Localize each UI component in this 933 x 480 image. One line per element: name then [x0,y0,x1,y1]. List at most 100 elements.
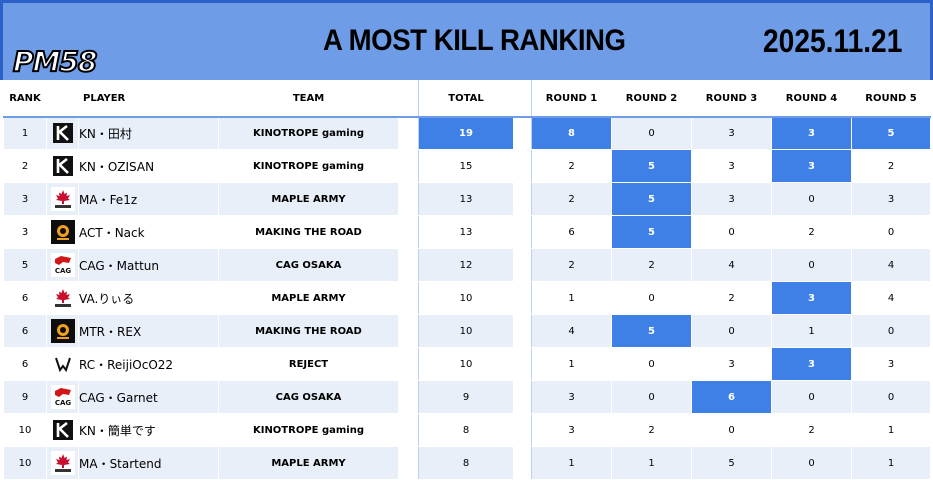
round3-cell: 6 [691,380,772,414]
table-row: 6 MTR・REX MAKING THE ROAD 10 4 5 0 1 0 [3,314,931,348]
team-name: MAPLE ARMY [218,182,399,216]
team-name: CAG OSAKA [218,380,399,414]
team-name: MAKING THE ROAD [218,215,399,249]
round4-cell: 3 [771,149,852,183]
player-name: KN・OZISAN [78,149,219,183]
player-name: VA.りぃる [78,281,219,315]
reject-icon [46,347,79,381]
round3-cell: 3 [691,182,772,216]
total-cell: 8 [418,413,514,447]
total-cell: 15 [418,149,514,183]
kill-ranking-table: RANK PLAYER TEAM TOTAL ROUND 1 ROUND 2 R… [3,80,931,480]
round1-cell: 3 [531,380,612,414]
page-title: A MOST KILL RANKING [323,24,626,57]
total-cell: 12 [418,248,514,282]
kinotrope-icon [46,149,79,183]
round3-cell: 0 [691,215,772,249]
column-separator [513,380,532,414]
total-cell: 8 [418,446,514,480]
team-name: MAPLE ARMY [218,281,399,315]
table-row: 3 ACT・Nack MAKING THE ROAD 13 6 5 0 2 0 [3,215,931,249]
column-separator [513,149,532,183]
table-row: 10 KN・簡単です KINOTROPE gaming 8 3 2 0 2 1 [3,413,931,447]
maple-army-icon [46,281,79,315]
rank-cell: 5 [3,248,47,282]
round1-cell: 6 [531,215,612,249]
logo-header [46,80,79,118]
column-separator [398,446,419,480]
round2-cell: 2 [611,413,692,447]
round1-cell: 4 [531,314,612,348]
svg-text:CAG: CAG [54,267,71,275]
round3-cell: 4 [691,248,772,282]
round5-cell: 3 [851,182,931,216]
player-header: PLAYER [78,80,219,118]
player-name: KN・簡単です [78,413,219,447]
round2-cell: 0 [611,347,692,381]
column-separator [513,182,532,216]
round4-cell: 3 [771,347,852,381]
column-separator [513,248,532,282]
round5-cell: 4 [851,248,931,282]
table-row: 6 RC・ReijiOcO22 REJECT 10 1 0 3 3 3 [3,347,931,381]
column-separator [513,116,532,150]
column-separator [398,149,419,183]
round4-cell: 0 [771,182,852,216]
rank-cell: 3 [3,215,47,249]
column-separator [398,347,419,381]
player-name: CAG・Garnet [78,380,219,414]
team-name: CAG OSAKA [218,248,399,282]
cag-icon: CAG [46,380,79,414]
column-separator [513,446,532,480]
round3-cell: 5 [691,446,772,480]
round1-cell: 1 [531,446,612,480]
round5-cell: 3 [851,347,931,381]
svg-text:CAG: CAG [54,399,71,407]
team-name: KINOTROPE gaming [218,413,399,447]
round4-cell: 0 [771,446,852,480]
rank-header: RANK [3,80,47,118]
round5-cell: 5 [851,116,931,150]
team-header: TEAM [218,80,399,118]
round2-header: ROUND 2 [611,80,692,118]
round4-cell: 1 [771,314,852,348]
round1-header: ROUND 1 [531,80,612,118]
round1-cell: 8 [531,116,612,150]
column-separator [398,80,419,118]
round4-cell: 3 [771,281,852,315]
round4-cell: 0 [771,248,852,282]
total-cell: 9 [418,380,514,414]
round4-header: ROUND 4 [771,80,852,118]
round3-cell: 0 [691,413,772,447]
team-name: KINOTROPE gaming [218,149,399,183]
column-separator [513,281,532,315]
rank-cell: 10 [3,413,47,447]
round2-cell: 1 [611,446,692,480]
rank-cell: 1 [3,116,47,150]
player-name: ACT・Nack [78,215,219,249]
player-name: CAG・Mattun [78,248,219,282]
total-cell: 10 [418,314,514,348]
team-name: REJECT [218,347,399,381]
column-separator [398,281,419,315]
round5-cell: 1 [851,446,931,480]
round1-cell: 1 [531,347,612,381]
round1-cell: 1 [531,281,612,315]
rank-cell: 6 [3,281,47,315]
table-row: 6 VA.りぃる MAPLE ARMY 10 1 0 2 3 4 [3,281,931,315]
round2-cell: 0 [611,380,692,414]
round3-cell: 2 [691,281,772,315]
maple-army-icon [46,446,79,480]
column-separator [513,80,532,118]
making-the-road-icon [46,314,79,348]
round5-cell: 1 [851,413,931,447]
round5-cell: 4 [851,281,931,315]
player-name: MTR・REX [78,314,219,348]
team-name: KINOTROPE gaming [218,116,399,150]
round5-cell: 2 [851,149,931,183]
column-separator [398,413,419,447]
round5-header: ROUND 5 [851,80,931,118]
column-separator [513,413,532,447]
column-separator [398,248,419,282]
table-row: 9 CAG CAG・Garnet CAG OSAKA 9 3 0 6 0 0 [3,380,931,414]
